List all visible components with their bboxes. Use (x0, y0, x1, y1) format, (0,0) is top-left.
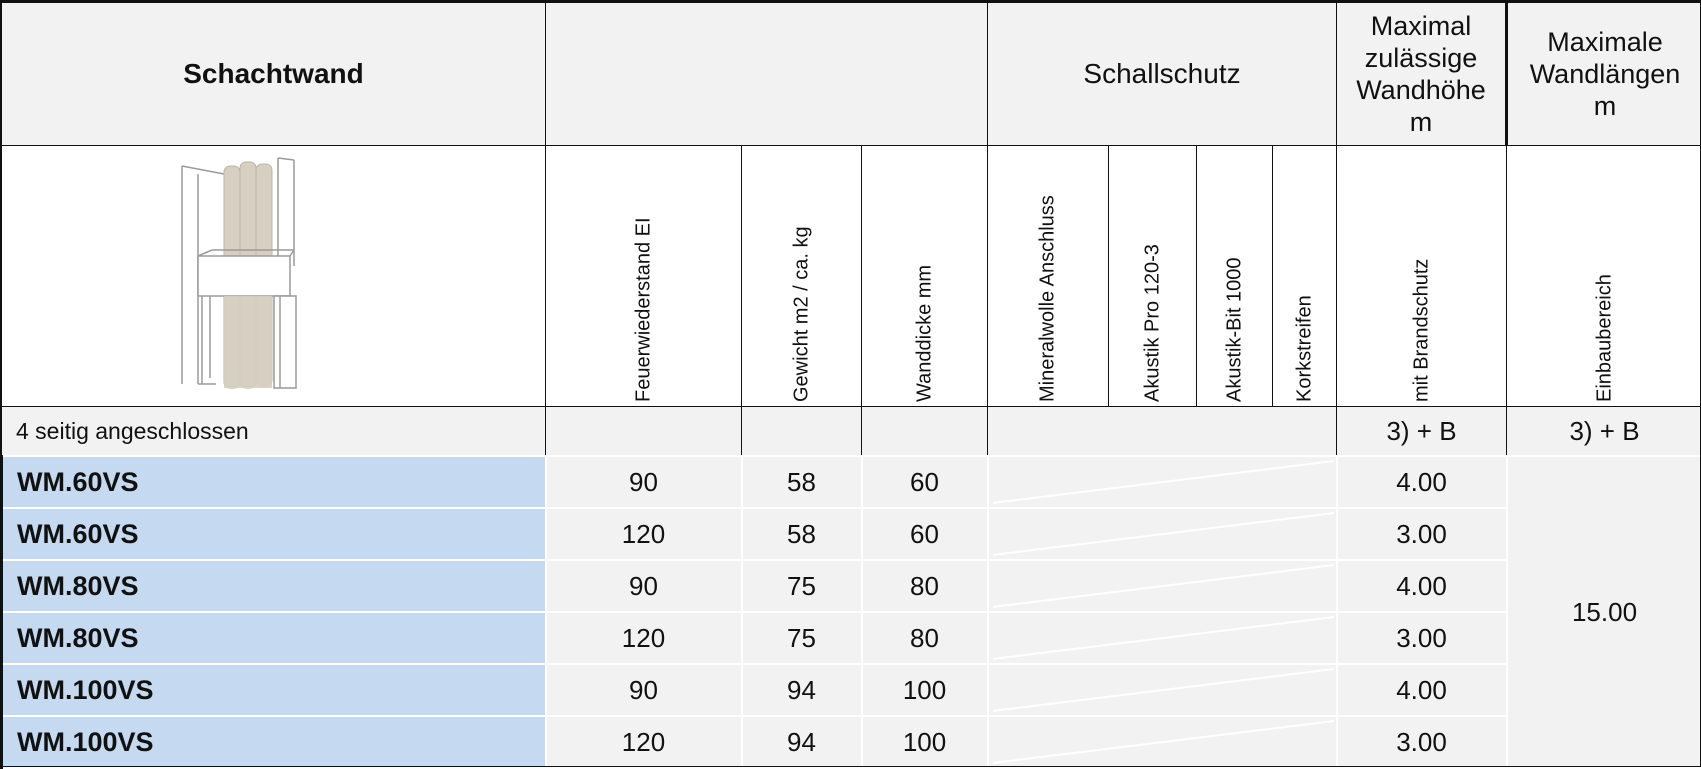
table-row: WM.80VS 90 75 80 4.00 (2, 560, 1701, 612)
subheader-akustik-pro-label: Akustik Pro 120-3 (1141, 244, 1164, 402)
row-wanddicke: 100 (862, 716, 988, 768)
row-feuerwiderstand: 90 (546, 560, 742, 612)
wandlaenge-value-cell: 15.00 (1507, 456, 1701, 768)
row-wandhoehe: 4.00 (1337, 560, 1507, 612)
subheader-feuerwiderstand: Feuerwiederstand EI (546, 146, 742, 407)
row-wanddicke: 60 (862, 508, 988, 560)
subheader-akustik-bit-label: Akustik-Bit 1000 (1223, 257, 1246, 402)
header-wandlaenge-line3: m (1508, 90, 1701, 122)
row-schallschutz-empty (988, 664, 1337, 716)
subheader-brandschutz-label: mit Brandschutz (1410, 259, 1433, 402)
condition-hoehe-cell: 3) + B (1337, 407, 1507, 457)
row-wanddicke: 60 (862, 456, 988, 508)
row-schallschutz-empty (988, 716, 1337, 768)
table-row: WM.60VS 120 58 60 3.00 (2, 508, 1701, 560)
condition-empty-1 (546, 407, 742, 457)
subheader-akustik-pro: Akustik Pro 120-3 (1109, 146, 1197, 407)
row-code: WM.100VS (2, 716, 546, 768)
row-wanddicke: 80 (862, 560, 988, 612)
row-feuerwiderstand: 90 (546, 456, 742, 508)
header-wandhoehe-line2: zulässige (1337, 42, 1505, 74)
condition-empty-2 (742, 407, 862, 457)
header-schachtwand-label: Schachtwand (183, 58, 363, 89)
header-wandhoehe-line3: Wandhöhe (1337, 74, 1505, 106)
wall-illustration-cell (2, 146, 546, 407)
header-wandhoehe-line4: m (1337, 106, 1505, 138)
row-gewicht: 75 (742, 612, 862, 664)
subheader-akustik-bit: Akustik-Bit 1000 (1197, 146, 1273, 407)
table-row: WM.60VS 90 58 60 4.00 15.00 (2, 456, 1701, 508)
table-row: WM.100VS 90 94 100 4.00 (2, 664, 1701, 716)
schachtwand-illustration-icon (2, 146, 546, 406)
header-schallschutz: Schallschutz (988, 2, 1337, 146)
row-gewicht: 58 (742, 456, 862, 508)
row-wanddicke: 80 (862, 612, 988, 664)
row-wandhoehe: 3.00 (1337, 716, 1507, 768)
condition-empty-4 (988, 407, 1337, 457)
subheader-feuerwiderstand-label: Feuerwiederstand EI (632, 217, 655, 402)
wandlaenge-value: 15.00 (1572, 597, 1637, 627)
condition-laenge-cell: 3) + B (1507, 407, 1701, 457)
table-row: WM.100VS 120 94 100 3.00 (2, 716, 1701, 768)
header-schachtwand: Schachtwand (2, 2, 546, 146)
subheader-wanddicke-label: Wanddicke mm (913, 265, 936, 402)
subheader-wanddicke: Wanddicke mm (862, 146, 988, 407)
row-schallschutz-empty (988, 560, 1337, 612)
row-wandhoehe: 4.00 (1337, 664, 1507, 716)
header-wandhoehe: Maximal zulässige Wandhöhe m (1337, 2, 1507, 146)
header-schallschutz-label: Schallschutz (1083, 58, 1240, 89)
row-code: WM.80VS (2, 612, 546, 664)
row-feuerwiderstand: 120 (546, 508, 742, 560)
row-schallschutz-empty (988, 612, 1337, 664)
row-schallschutz-empty (988, 508, 1337, 560)
row-code: WM.60VS (2, 456, 546, 508)
subheader-mineralwolle-label: Mineralwolle Anschluss (1037, 195, 1060, 402)
subheader-gewicht-label: Gewicht m2 / ca. kg (790, 226, 813, 402)
row-gewicht: 94 (742, 716, 862, 768)
row-schallschutz-empty (988, 456, 1337, 508)
header-empty (546, 2, 988, 146)
condition-empty-3 (862, 407, 988, 457)
row-gewicht: 75 (742, 560, 862, 612)
subheader-brandschutz: mit Brandschutz (1337, 146, 1507, 407)
row-code: WM.60VS (2, 508, 546, 560)
row-feuerwiderstand: 120 (546, 612, 742, 664)
header-wandhoehe-line1: Maximal (1337, 10, 1505, 42)
subheader-einbaubereich: Einbaubereich (1507, 146, 1701, 407)
row-code: WM.100VS (2, 664, 546, 716)
subheader-korkstreifen: Korkstreifen (1273, 146, 1337, 407)
row-feuerwiderstand: 120 (546, 716, 742, 768)
header-wandlaenge: Maximale Wandlängen m (1507, 2, 1701, 146)
row-wandhoehe: 3.00 (1337, 508, 1507, 560)
row-feuerwiderstand: 90 (546, 664, 742, 716)
row-wandhoehe: 4.00 (1337, 456, 1507, 508)
row-wandhoehe: 3.00 (1337, 612, 1507, 664)
condition-laenge-note: 3) + B (1569, 416, 1639, 446)
condition-hoehe-note: 3) + B (1386, 416, 1456, 446)
header-wandlaenge-line1: Maximale (1508, 26, 1701, 58)
header-wandlaenge-line2: Wandlängen (1508, 58, 1701, 90)
row-code: WM.80VS (2, 560, 546, 612)
table-row: WM.80VS 120 75 80 3.00 (2, 612, 1701, 664)
condition-label: 4 seitig angeschlossen (16, 418, 249, 444)
row-gewicht: 94 (742, 664, 862, 716)
row-gewicht: 58 (742, 508, 862, 560)
subheader-einbaubereich-label: Einbaubereich (1593, 274, 1616, 402)
subheader-korkstreifen-label: Korkstreifen (1293, 295, 1316, 402)
subheader-gewicht: Gewicht m2 / ca. kg (742, 146, 862, 407)
subheader-mineralwolle: Mineralwolle Anschluss (988, 146, 1109, 407)
condition-label-cell: 4 seitig angeschlossen (2, 407, 546, 457)
row-wanddicke: 100 (862, 664, 988, 716)
